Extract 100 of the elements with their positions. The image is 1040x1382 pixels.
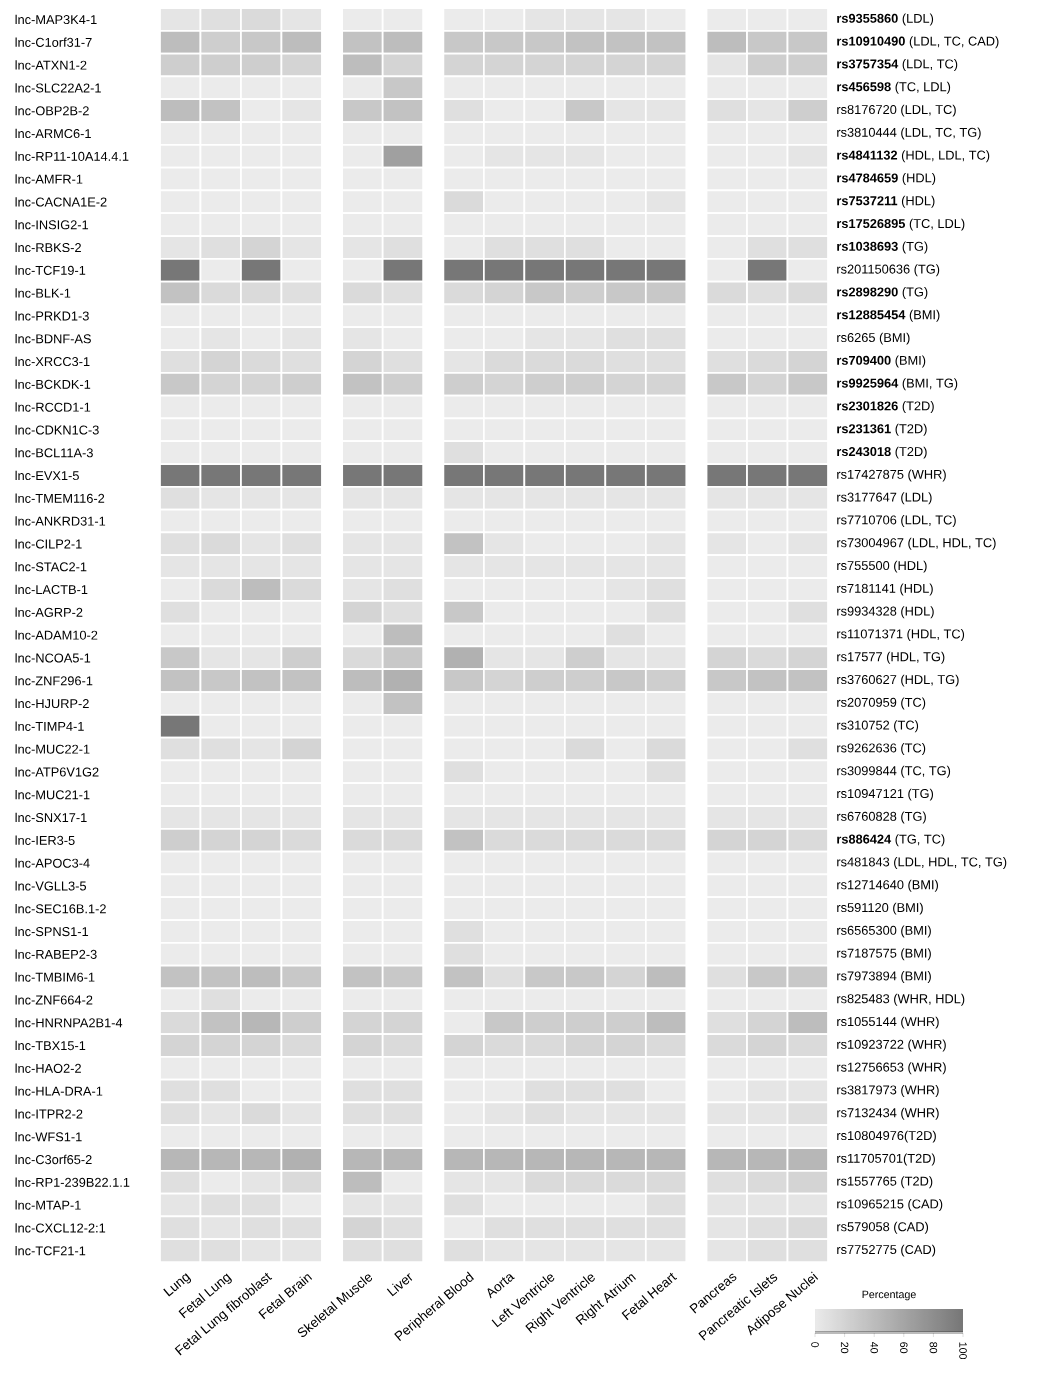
color-bar-label: 0 [811,1342,819,1348]
y-tick-label: lnc-TMBIM6-1 [15,972,95,982]
y-tick-label: lnc-AGRP-2 [15,607,83,617]
y-tick-label: lnc-CXCL12-2:1 [15,1223,106,1233]
y2-tick-label: rs7710706 (LDL, TC) [837,515,956,527]
y2-tick-label: rs2301826 (T2D) [837,401,934,413]
y2-tick-label: rs1055144 (WHR) [837,1016,939,1029]
y2-tick-label: rs12714640 (BMI) [837,879,938,892]
y-tick-label: lnc-MUC21-1 [15,789,90,800]
y2-tick-label: rs2070959 (TC) [837,697,926,710]
y-tick-label: lnc-APOC3-4 [15,858,90,868]
y2-tick-label: rs7132434 (WHR) [837,1107,939,1120]
y2-tick-label: rs886424 (TG, TC) [837,834,945,847]
y-tick-label: lnc-ARMC6-1 [15,128,91,139]
y2-tick-label: rs17526895 (TC, LDL) [837,218,965,231]
y-tick-label: lnc-TCF19-1 [15,265,86,275]
y2-tick-label: rs3757354 (LDL, TC) [837,59,958,71]
y-tick-label: lnc-RABEP2-3 [15,949,97,959]
y2-tick-label: rs7537211 (HDL) [837,195,935,208]
y-tick-label: lnc-C1orf31-7 [15,37,92,47]
y-tick-label: lnc-ATP6V1G2 [15,767,99,777]
y2-tick-label: rs17577 (HDL, TG) [837,651,945,664]
y-tick-label: lnc-CILP2-1 [15,539,82,549]
y2-tick-label: rs73004967 (LDL, HDL, TC) [837,537,996,550]
y2-tick-label: rs6265 (BMI) [837,332,910,345]
y-tick-label: lnc-CDKN1C-3 [15,425,99,435]
y2-tick-label: rs4841132 (HDL, LDL, TC) [837,150,990,163]
y-tick-label: lnc-C3orf65-2 [15,1154,92,1165]
y-tick-label: lnc-VGLL3-5 [15,881,87,891]
y2-tick-label: rs10804976(T2D) [837,1130,936,1143]
y-tick-label: lnc-BLK-1 [15,288,71,298]
y-tick-label: lnc-ADAM10-2 [15,630,98,640]
y2-tick-label: rs709400 (BMI) [837,355,926,368]
y2-tick-label: rs6565300 (BMI) [837,925,931,938]
y2-tick-label: rs11071371 (HDL, TC) [837,629,965,641]
y2-tick-label: rs10923722 (WHR) [837,1039,946,1052]
y2-tick-label: rs3817973 (WHR) [837,1085,939,1097]
y-tick-label: lnc-AMFR-1 [15,174,83,184]
y-tick-label: lnc-BCL11A-3 [15,447,93,458]
y2-tick-label: rs7973894 (BMI) [837,971,931,983]
y-tick-label: lnc-MUC22-1 [15,744,90,754]
y-tick-label: lnc-XRCC3-1 [15,356,90,367]
color-bar-label: 40 [870,1341,878,1354]
color-bar-label: 80 [929,1342,938,1354]
y2-tick-label: rs9925964 (BMI, TG) [837,378,958,391]
y-tick-label: lnc-RP1-239B22.1.1 [15,1177,130,1187]
y2-tick-label: rs3810444 (LDL, TC, TG) [837,127,981,140]
y2-tick-label: rs7752775 (CAD) [837,1244,936,1257]
y-tick-label: lnc-TIMP4-1 [15,721,84,731]
y2-tick-label: rs4784659 (HDL) [837,173,936,185]
y-tick-label: lnc-MAP3K4-1 [15,14,97,25]
color-bar-label: 60 [900,1342,908,1354]
y-tick-label: lnc-EVX1-5 [15,470,79,481]
y-tick-label: lnc-HLA-DRA-1 [15,1086,103,1096]
y2-tick-label: rs456598 (TC, LDL) [837,81,951,94]
y-tick-label: lnc-RP11-10A14.4.1 [15,151,129,161]
y-tick-label: lnc-NCOA5-1 [15,653,91,663]
y2-tick-label: rs3760627 (HDL, TG) [837,674,959,687]
y-tick-label: lnc-RCCD1-1 [15,402,91,412]
y2-tick-label: rs1038693 (TG) [837,241,928,254]
y-tick-label: lnc-CACNA1E-2 [15,197,107,207]
y2-tick-label: rs243018 (T2D) [837,446,927,459]
y-tick-label: lnc-HNRNPA2B1-4 [15,1017,123,1028]
y-tick-label: lnc-OBP2B-2 [15,105,89,116]
color-bar-title: Percentage [862,1290,916,1301]
y-tick-label: lnc-TMEM116-2 [15,493,105,503]
y2-tick-label: rs6760828 (TG) [837,811,926,824]
y2-tick-label: rs1557765 (T2D) [837,1176,933,1189]
y-tick-label: lnc-INSIG2-1 [15,219,89,230]
y-tick-label: lnc-WFS1-1 [15,1131,82,1142]
y-tick-label: lnc-SLC22A2-1 [15,83,101,93]
y2-tick-label: rs2898290 (TG) [837,287,928,299]
y-tick-label: lnc-TCF21-1 [15,1245,86,1256]
y-tick-label: lnc-ZNF296-1 [15,675,93,686]
y-tick-label: lnc-SPNS1-1 [15,926,89,937]
y-tick-label: lnc-MTAP-1 [15,1200,81,1210]
y-tick-label: lnc-LACTB-1 [15,584,88,595]
y2-tick-label: rs9934328 (HDL) [837,606,934,619]
y-tick-label: lnc-BDNF-AS [15,333,91,344]
y-tick-label: lnc-TBX15-1 [15,1040,86,1051]
color-bar-label: 20 [840,1342,849,1354]
y2-tick-label: rs12756653 (WHR) [837,1062,946,1075]
y2-tick-label: rs201150636 (TG) [837,264,940,277]
y-tick-label: lnc-RBKS-2 [15,242,81,253]
y2-tick-label: rs9262636 (TC) [837,743,926,755]
y2-tick-label: rs10947121 (TG) [837,788,934,801]
y2-tick-label: rs481843 (LDL, HDL, TC, TG) [837,857,1007,869]
y2-tick-label: rs10965215 (CAD) [837,1199,943,1211]
y2-tick-label: rs3177647 (LDL) [837,492,932,505]
y2-tick-label: rs9355860 (LDL) [837,13,934,26]
y-tick-label: lnc-ZNF664-2 [15,995,93,1005]
y2-tick-label: rs755500 (HDL) [837,560,927,573]
color-bar-label: 100 [959,1342,967,1360]
y2-tick-label: rs10910490 (LDL, TC, CAD) [837,36,999,49]
y-tick-label: lnc-ATXN1-2 [15,60,87,70]
y2-tick-label: rs17427875 (WHR) [837,469,946,482]
y2-tick-label: rs7181141 (HDL) [837,583,933,596]
y-tick-label: lnc-HJURP-2 [15,698,89,709]
y-tick-label: lnc-IER3-5 [15,835,75,845]
y-tick-label: lnc-HAO2-2 [15,1063,81,1073]
